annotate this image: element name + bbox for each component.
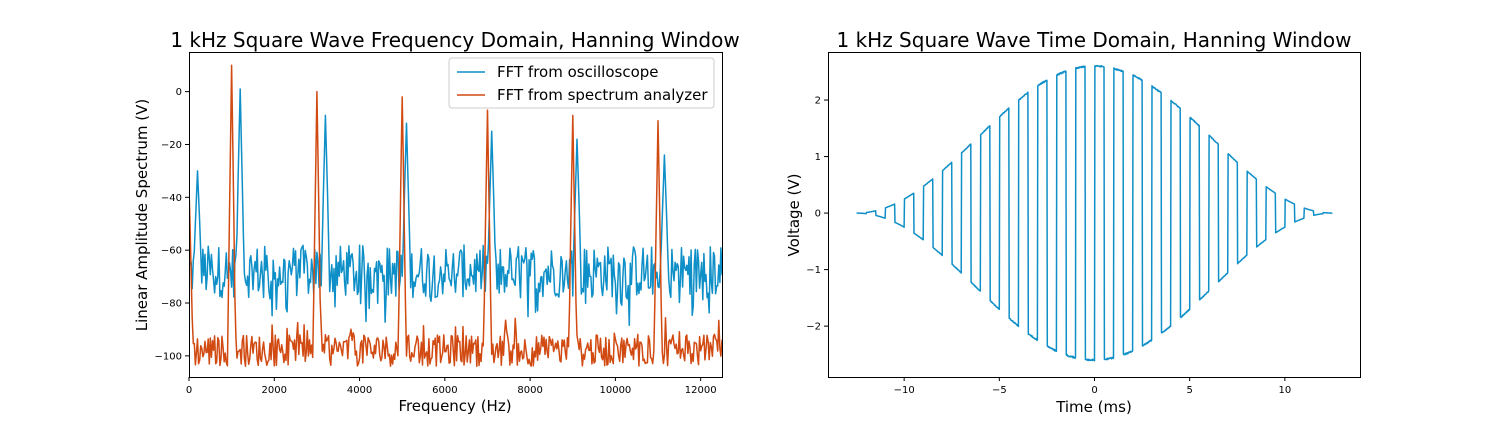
freq-x-tick-label: 6000 [432, 385, 457, 396]
freq-y-tick-label: −20 [161, 140, 182, 151]
freq-y-axis: −100 −80 −60 −40 −20 0 [155, 87, 189, 362]
freq-legend-box [448, 57, 715, 109]
time-y-tick-label: 1 [815, 152, 821, 163]
freq-x-tick-label: 4000 [347, 385, 372, 396]
time-x-tick-label: 5 [1186, 385, 1192, 396]
freq-x-tick-label: 10000 [599, 385, 631, 396]
freq-y-tick-label: −60 [161, 246, 182, 257]
freq-x-axis-label: Frequency (Hz) [398, 397, 511, 415]
series-time-signal [856, 64, 1333, 362]
freq-x-axis: 0 2000 4000 6000 8000 10000 12000 [186, 377, 717, 396]
freq-y-tick-label: −40 [161, 193, 182, 204]
time-x-axis-label: Time (ms) [1055, 398, 1132, 416]
time-x-tick-label: 10 [1278, 385, 1291, 396]
freq-x-tick-label: 12000 [685, 385, 717, 396]
time-chart: 1 kHz Square Wave Time Domain, Hanning W… [785, 28, 1361, 416]
time-y-axis: −2 −1 0 1 2 [806, 96, 828, 333]
legend-label-spectrum-analyzer: FFT from spectrum analyzer [497, 86, 708, 104]
time-x-axis: −10 −5 0 5 10 [894, 377, 1291, 396]
time-x-tick-label: −10 [894, 385, 915, 396]
time-plot-area [828, 52, 1361, 378]
freq-legend: FFT from oscilloscope FFT from spectrum … [448, 57, 715, 109]
freq-series-group [189, 64, 722, 368]
freq-y-tick-label: 0 [176, 87, 182, 98]
freq-chart: 1 kHz Square Wave Frequency Domain, Hann… [133, 28, 740, 415]
series-spectrum-analyzer [189, 64, 722, 368]
freq-plot-area [189, 52, 723, 378]
freq-y-tick-label: −100 [155, 351, 182, 362]
freq-y-axis-label: Linear Amplitude Spectrum (V) [133, 99, 151, 331]
freq-y-tick-label: −80 [161, 299, 182, 310]
time-chart-title: 1 kHz Square Wave Time Domain, Hanning W… [837, 28, 1352, 52]
freq-chart-title: 1 kHz Square Wave Frequency Domain, Hann… [170, 28, 739, 52]
time-y-tick-label: −1 [806, 265, 821, 276]
time-x-tick-label: −5 [992, 385, 1007, 396]
freq-plot-frame [189, 52, 723, 378]
time-x-tick-label: 0 [1091, 385, 1097, 396]
freq-x-tick-label: 2000 [262, 385, 287, 396]
freq-x-tick-label: 0 [186, 385, 192, 396]
time-y-axis-label: Voltage (V) [785, 174, 803, 257]
time-y-tick-label: 2 [815, 96, 821, 107]
freq-x-tick-label: 8000 [517, 385, 542, 396]
time-y-tick-label: −2 [806, 322, 821, 333]
legend-label-oscilloscope: FFT from oscilloscope [497, 63, 659, 81]
time-y-tick-label: 0 [815, 209, 821, 220]
time-series-group [856, 64, 1333, 362]
series-oscilloscope [189, 88, 722, 327]
